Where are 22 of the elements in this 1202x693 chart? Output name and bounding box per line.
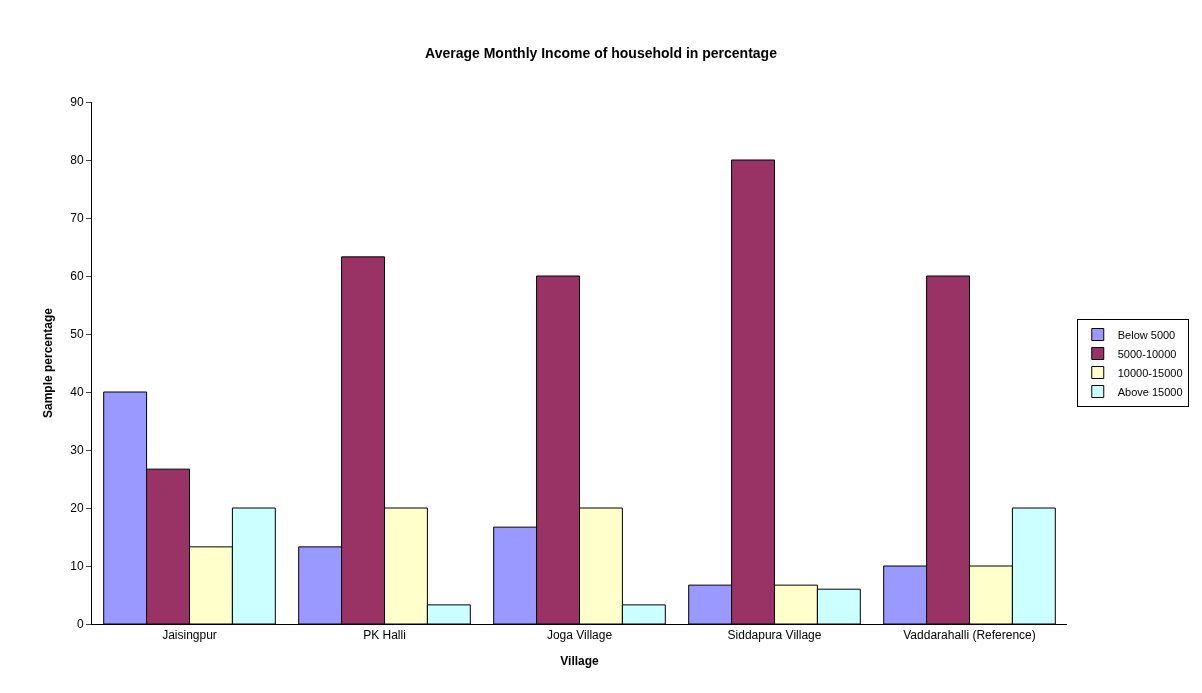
y-tick-label: 80 bbox=[70, 153, 84, 168]
x-tick-label: PK Halli bbox=[363, 628, 406, 643]
y-tick-label: 20 bbox=[70, 501, 84, 516]
y-axis-title: Sample percentage bbox=[40, 307, 55, 419]
x-axis-title: Village bbox=[560, 654, 600, 669]
y-tick-label: 0 bbox=[76, 617, 84, 632]
y-tick-label: 40 bbox=[70, 385, 84, 400]
x-tick-label: Siddapura Village bbox=[727, 628, 822, 643]
x-tick-label: Vaddarahalli (Reference) bbox=[903, 628, 1036, 643]
legend-label: Above 15000 bbox=[1117, 385, 1183, 398]
legend-label: 5000-10000 bbox=[1117, 347, 1177, 360]
y-tick-label: 30 bbox=[70, 443, 84, 458]
legend-label: 10000-15000 bbox=[1117, 366, 1183, 379]
y-tick-label: 60 bbox=[70, 269, 84, 284]
x-tick-label: Joga Village bbox=[546, 628, 613, 643]
y-tick-label: 90 bbox=[70, 95, 84, 110]
x-tick-label: Jaisingpur bbox=[162, 628, 217, 643]
y-tick-label: 50 bbox=[70, 327, 84, 342]
y-tick-label: 10 bbox=[70, 559, 84, 574]
legend-label: Below 5000 bbox=[1117, 328, 1176, 341]
chart-title: Average Monthly Income of household in percentage bbox=[425, 45, 778, 62]
y-tick-label: 70 bbox=[70, 211, 84, 226]
